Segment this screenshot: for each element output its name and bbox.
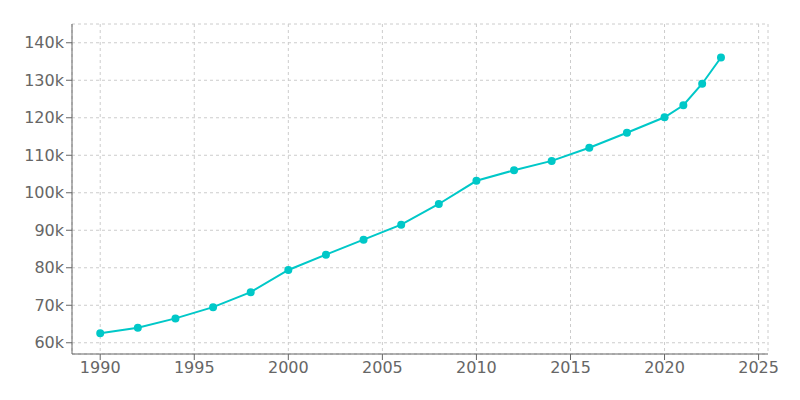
- svg-text:2005: 2005: [362, 358, 403, 377]
- svg-text:140k: 140k: [24, 33, 65, 52]
- svg-text:2015: 2015: [550, 358, 591, 377]
- svg-text:80k: 80k: [34, 258, 64, 277]
- svg-text:2025: 2025: [738, 358, 779, 377]
- svg-text:2000: 2000: [268, 358, 309, 377]
- svg-text:120k: 120k: [24, 108, 65, 127]
- svg-text:130k: 130k: [24, 71, 65, 90]
- svg-text:1995: 1995: [174, 358, 215, 377]
- svg-text:90k: 90k: [34, 221, 64, 240]
- svg-text:2010: 2010: [456, 358, 497, 377]
- svg-text:70k: 70k: [34, 296, 64, 315]
- svg-text:1990: 1990: [80, 358, 121, 377]
- svg-text:100k: 100k: [24, 183, 65, 202]
- svg-text:2020: 2020: [644, 358, 685, 377]
- svg-text:110k: 110k: [24, 146, 65, 165]
- svg-text:60k: 60k: [34, 333, 64, 352]
